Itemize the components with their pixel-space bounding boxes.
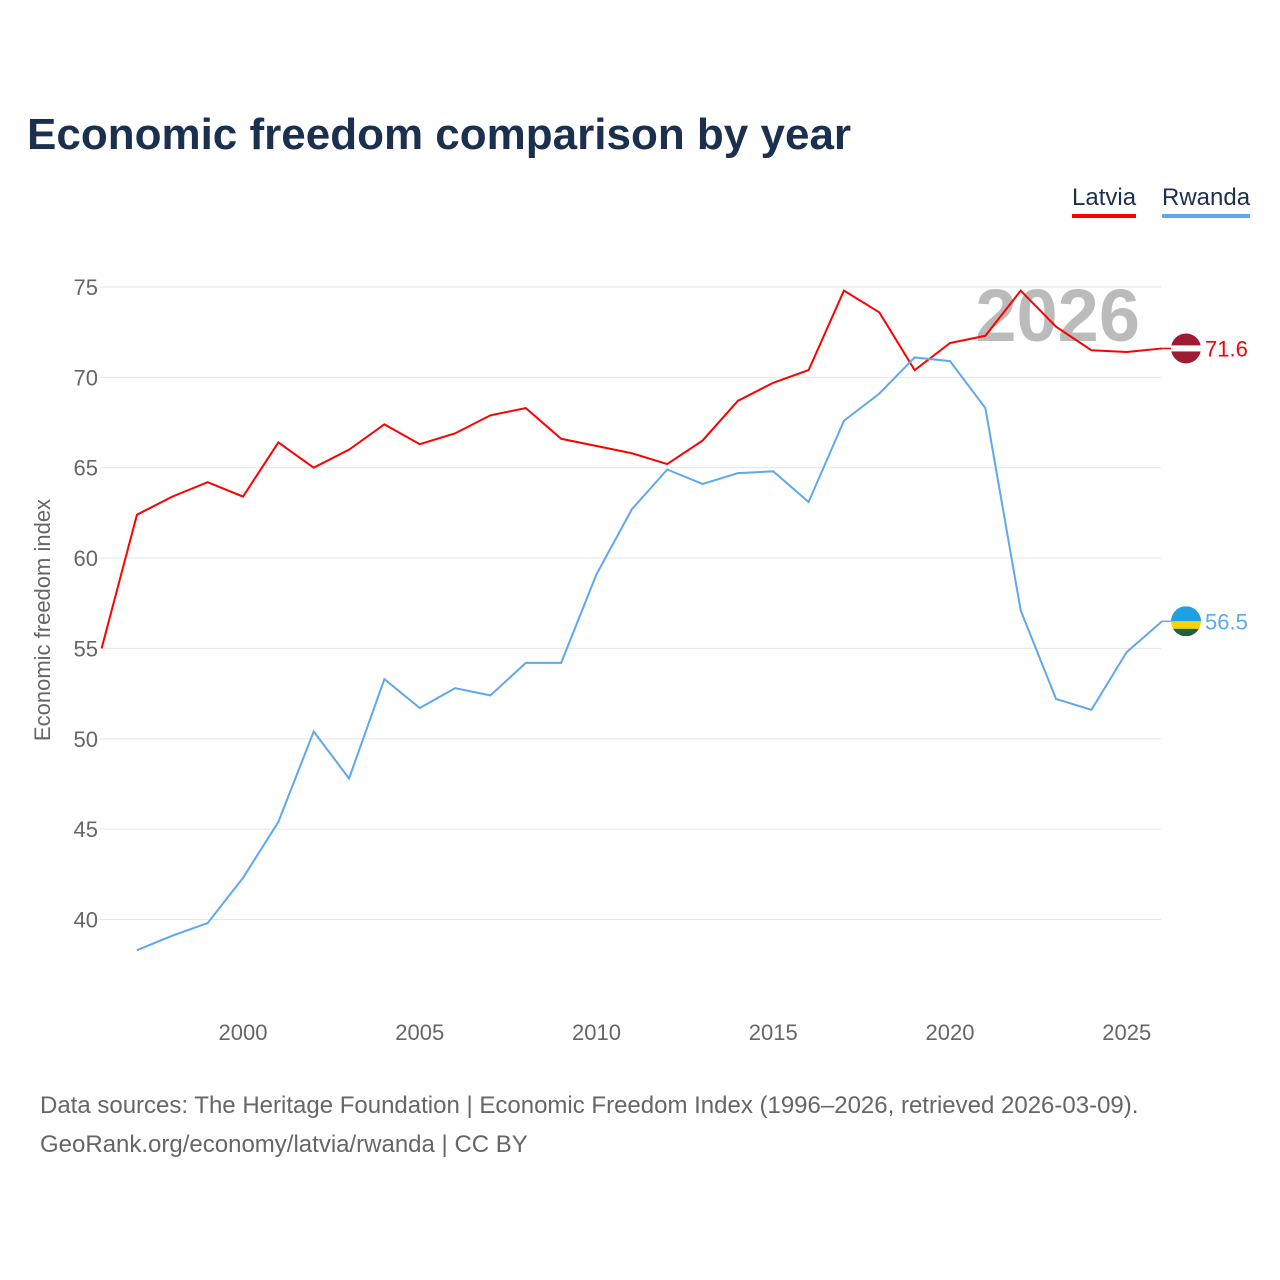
end-value-label: 71.6 <box>1205 336 1248 361</box>
flag-rwanda-icon <box>1171 621 1201 629</box>
x-tick-label: 2010 <box>572 1020 621 1045</box>
legend-latvia[interactable]: Latvia <box>1072 184 1137 218</box>
y-tick-label: 50 <box>74 727 98 752</box>
y-tick-label: 40 <box>74 907 98 932</box>
legend-rwanda[interactable]: Rwanda <box>1162 184 1251 218</box>
x-tick-label: 2015 <box>749 1020 798 1045</box>
x-tick-label: 2005 <box>395 1020 444 1045</box>
y-tick-label: 45 <box>74 817 98 842</box>
x-tick-label: 2020 <box>926 1020 975 1045</box>
x-tick-label: 2000 <box>219 1020 268 1045</box>
y-tick-label: 70 <box>74 365 98 390</box>
flag-rwanda-icon <box>1171 606 1201 622</box>
source-line-1: Data sources: The Heritage Foundation | … <box>40 1092 1139 1119</box>
series-line-latvia <box>100 289 1163 649</box>
series-line-rwanda <box>136 356 1163 952</box>
y-tick-label: 60 <box>74 546 98 571</box>
flag-latvia-icon <box>1171 351 1201 364</box>
y-tick-label: 75 <box>74 275 98 300</box>
year-watermark: 2026 <box>975 274 1140 357</box>
source-line-2[interactable]: GeoRank.org/economy/latvia/rwanda | CC B… <box>40 1131 528 1158</box>
source-note: Data sources: The Heritage Foundation | … <box>40 1086 1138 1164</box>
y-axis-label: Economic freedom index <box>30 499 55 741</box>
end-value-label: 56.5 <box>1205 609 1248 634</box>
flag-latvia-icon <box>1171 345 1201 352</box>
flag-latvia-icon <box>1171 333 1201 346</box>
flag-rwanda-icon <box>1171 628 1201 637</box>
y-tick-label: 55 <box>74 636 98 661</box>
x-tick-label: 2025 <box>1102 1020 1151 1045</box>
y-tick-label: 65 <box>74 456 98 481</box>
chart-title: Economic freedom comparison by year <box>27 110 852 159</box>
